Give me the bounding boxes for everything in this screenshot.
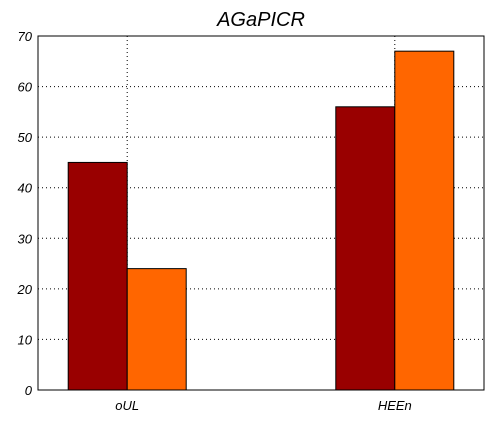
y-tick-label: 60 [18,80,33,95]
y-tick-label: 40 [18,181,33,196]
y-tick-label: 30 [18,231,33,246]
y-tick-label: 10 [18,332,33,347]
bar-HEEn-series-2 [395,51,454,390]
y-tick-label: 70 [18,29,33,44]
bar-HEEn-series-1 [336,107,395,390]
x-axis-categories: oUL HEEn [115,398,412,413]
chart-title: AGaPICR [216,9,305,31]
x-category-label: oUL [115,398,139,413]
x-category-label: HEEn [378,398,412,413]
y-tick-label: 20 [17,282,33,297]
y-tick-label: 0 [25,383,33,398]
bar-oUL-series-2 [127,269,186,390]
bar-oUL-series-1 [68,162,127,390]
bars [68,51,454,390]
y-tick-label: 50 [18,130,33,145]
y-axis-ticks: 0 10 20 30 40 50 60 70 [17,29,33,398]
